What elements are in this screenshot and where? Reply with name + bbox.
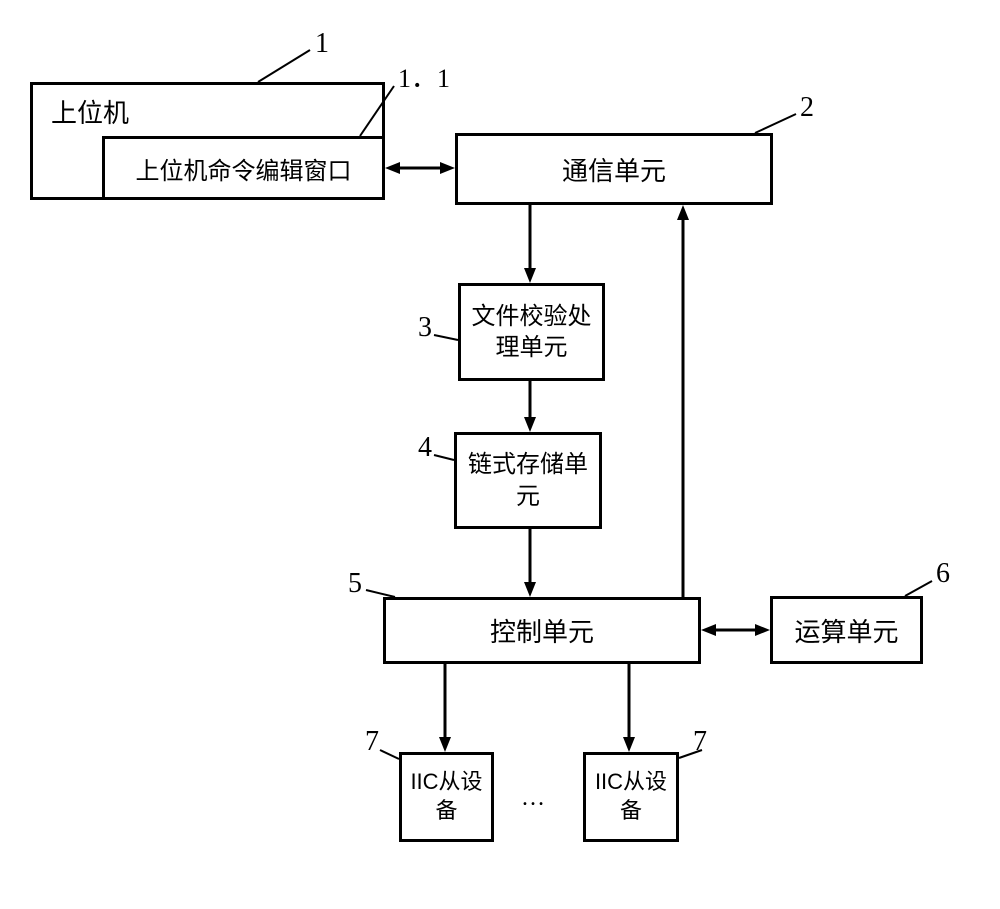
num-1-text: 1 — [315, 28, 329, 59]
num-3: 3 — [418, 312, 432, 344]
num-2-text: 2 — [800, 92, 814, 123]
node-comm: 通信单元 — [455, 133, 773, 205]
num-1-1: 1．1 — [398, 58, 450, 95]
node-comm-label: 通信单元 — [562, 151, 666, 188]
node-verify-label: 文件校验处理单元 — [467, 301, 596, 363]
num-6: 6 — [936, 558, 950, 590]
node-iic2-label: IIC从设备 — [590, 768, 672, 825]
node-compute-label: 运算单元 — [794, 612, 898, 649]
node-host-label: 上位机 — [51, 93, 129, 130]
num-7a: 7 — [365, 726, 379, 758]
node-iic1: IIC从设备 — [399, 752, 494, 842]
node-iic1-label: IIC从设备 — [406, 768, 487, 825]
num-2: 2 — [800, 92, 814, 124]
num-1-1-text: 1．1 — [398, 64, 450, 93]
num-3-text: 3 — [418, 312, 432, 343]
node-host-cmd: 上位机命令编辑窗口 — [102, 136, 385, 200]
ellipsis: … — [521, 785, 545, 812]
num-6-text: 6 — [936, 558, 950, 589]
num-1: 1 — [315, 28, 329, 60]
node-storage-label: 链式存储单元 — [463, 449, 593, 511]
node-iic2: IIC从设备 — [583, 752, 679, 842]
num-5: 5 — [348, 568, 362, 600]
num-7a-text: 7 — [365, 726, 379, 757]
node-host-cmd-label: 上位机命令编辑窗口 — [136, 151, 352, 186]
node-compute: 运算单元 — [770, 596, 923, 664]
node-control: 控制单元 — [383, 597, 701, 664]
num-5-text: 5 — [348, 568, 362, 599]
ellipsis-text: … — [521, 785, 545, 811]
num-4-text: 4 — [418, 432, 432, 463]
num-4: 4 — [418, 432, 432, 464]
node-verify: 文件校验处理单元 — [458, 283, 605, 381]
node-storage: 链式存储单元 — [454, 432, 602, 529]
num-7b: 7 — [693, 726, 707, 758]
num-7b-text: 7 — [693, 726, 707, 757]
node-control-label: 控制单元 — [490, 612, 594, 649]
